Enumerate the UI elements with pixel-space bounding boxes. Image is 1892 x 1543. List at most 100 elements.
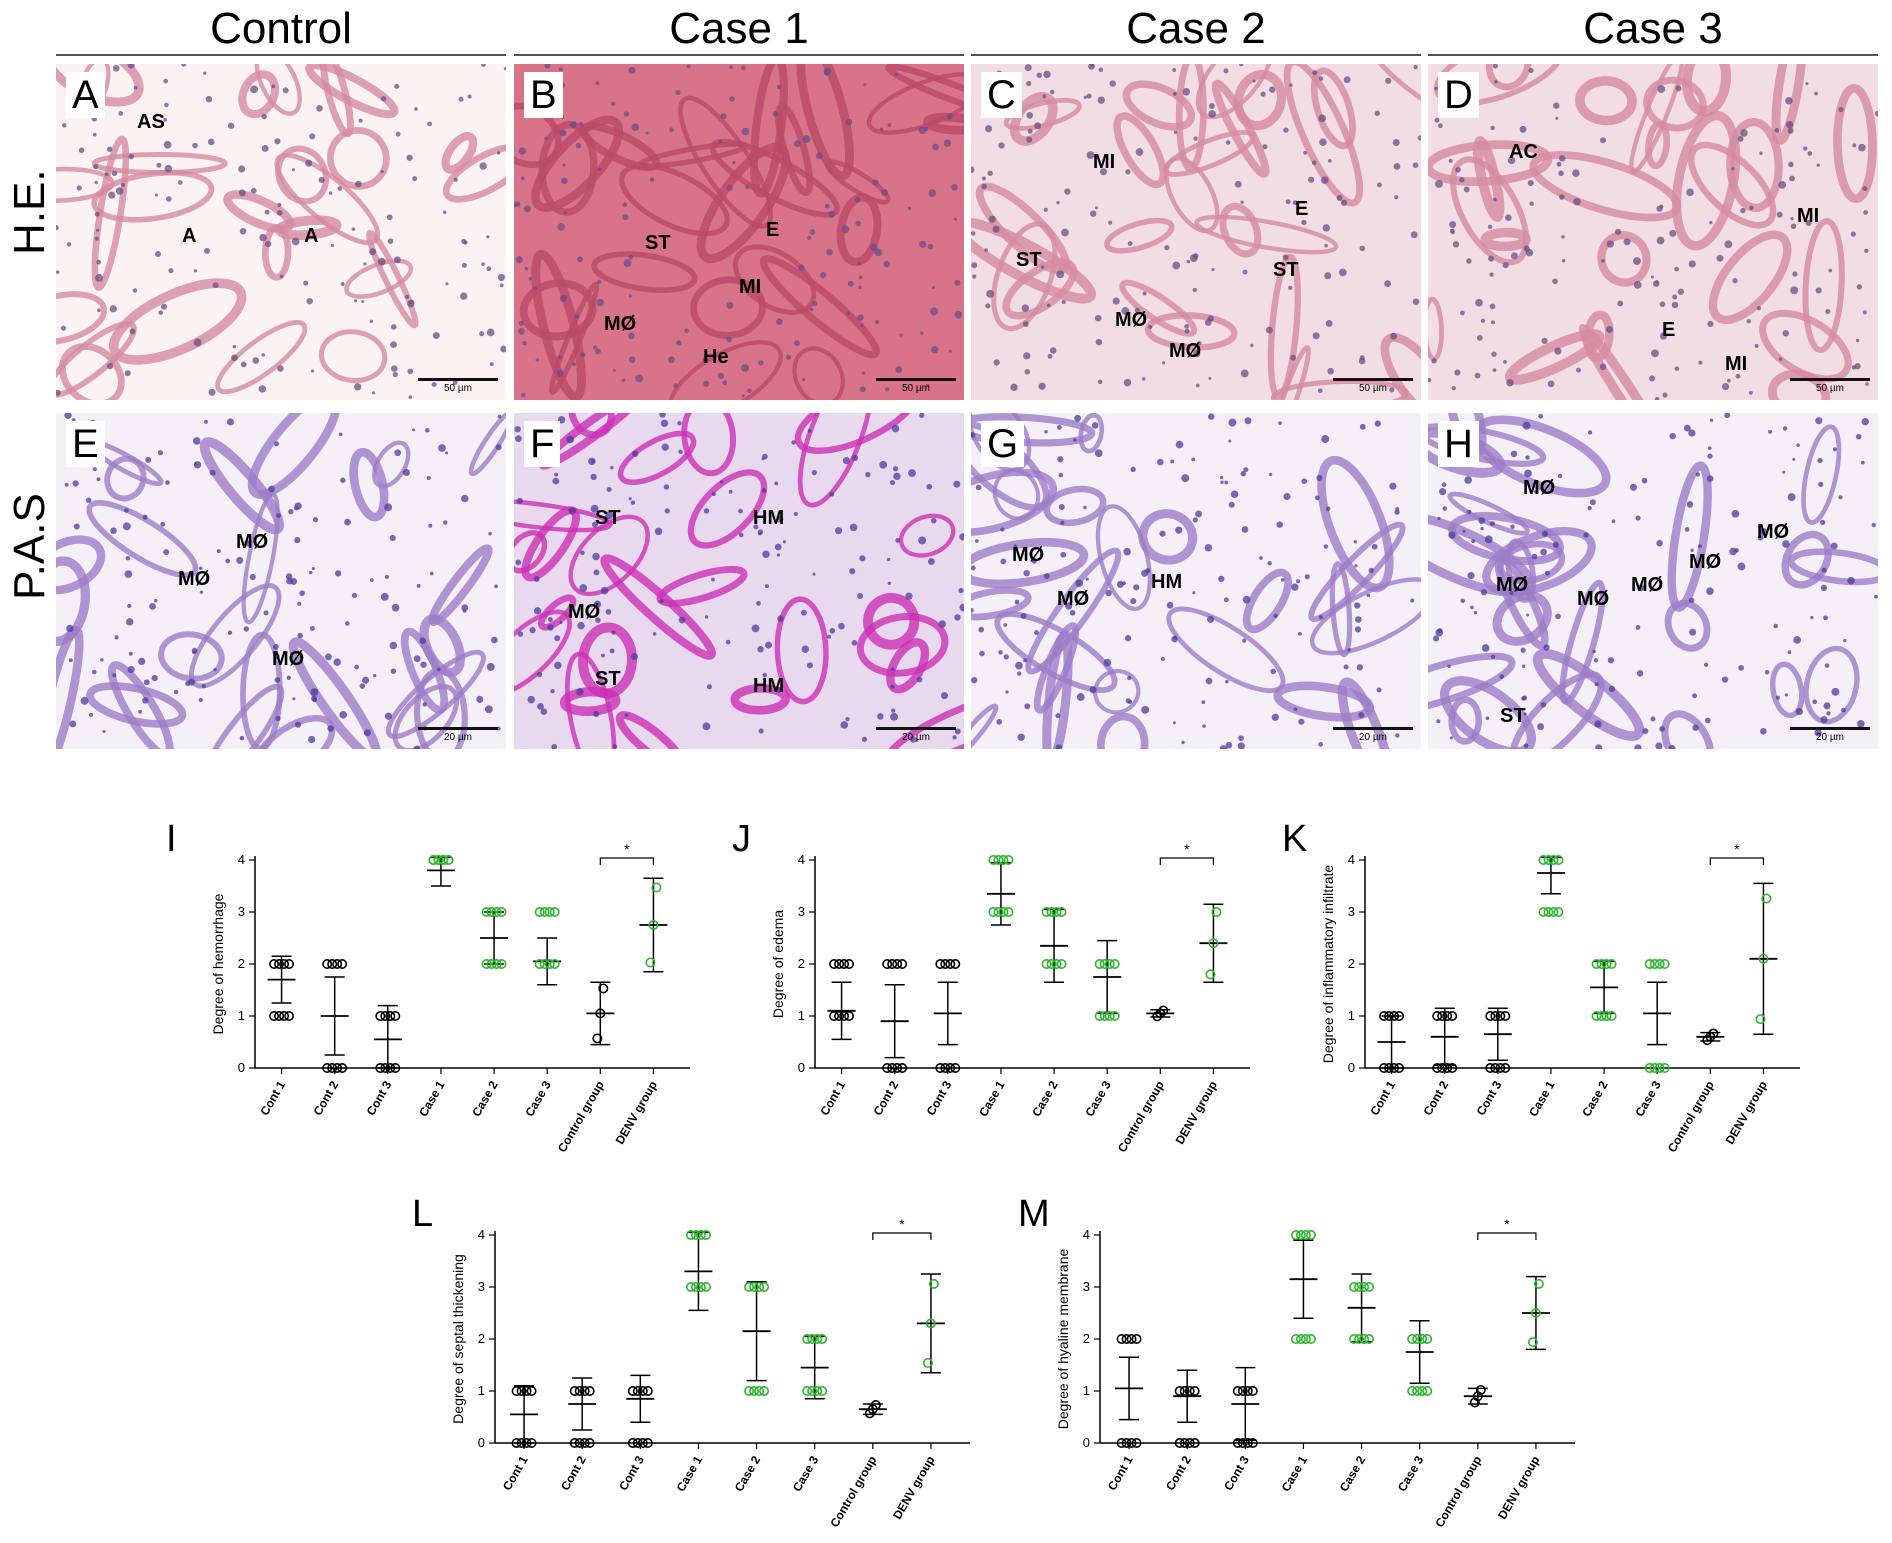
scale-bar-label: 20 µm [444,732,472,743]
data-point [940,959,951,970]
data-point [870,1400,881,1411]
data-point [1121,1438,1132,1449]
data-point [1601,959,1612,970]
x-tick-label: Control group [555,1079,607,1155]
data-point [1295,1334,1306,1345]
data-point [1242,1438,1253,1449]
data-point [385,1011,396,1022]
data-point [925,1318,936,1329]
data-point [695,1282,706,1293]
chart-l: 0 1 2 3 4 Degree of septal thickening Cont 1 Co… [450,1216,970,1530]
data-point [749,1386,760,1397]
data-point [1364,1334,1375,1345]
x-tick-label: Cont 2 [1163,1453,1194,1493]
data-point [700,1282,711,1293]
data-point [817,1334,828,1345]
data-point [1654,959,1665,970]
data-point [385,1063,396,1074]
x-tick-label: Case 3 [1082,1078,1114,1119]
data-point [1364,1282,1375,1293]
x-tick-label: Cont 1 [1105,1453,1136,1493]
y-tick-label: 3 [1083,1279,1090,1294]
data-point [1417,1334,1428,1345]
scale-bar: 20 µm [876,727,956,743]
x-tick-label: Case 2 [1337,1453,1369,1494]
data-point [993,854,1004,865]
data-point [1056,959,1067,970]
x-tick-label: Cont 2 [310,1078,341,1118]
chart-j: 0 1 2 3 4 Degree of edema Cont 1 Cont 2 Cont 3 Ca… [770,841,1250,1155]
significance-star: * [1184,841,1190,857]
data-point [1094,959,1105,970]
data-point [539,907,550,918]
data-point [322,1063,333,1074]
data-point [491,907,502,918]
data-point [1290,1334,1301,1345]
data-point [584,1386,595,1397]
data-point [1432,1063,1443,1074]
data-point [1152,1011,1163,1022]
data-point [1237,1438,1248,1449]
data-point [1708,1028,1719,1039]
data-point [1527,1337,1538,1348]
panel-annotation: MØ [1757,521,1790,543]
data-point [1056,907,1067,918]
micrograph-image [514,64,964,400]
data-point [642,1386,653,1397]
data-point [1290,1229,1301,1240]
data-point [642,1438,653,1449]
scale-bar-label: 50 µm [902,383,930,394]
data-point [1247,1438,1258,1449]
data-point [337,1063,348,1074]
data-point [1654,1063,1665,1074]
panel-annotation: E [1662,319,1676,341]
data-point [569,1438,580,1449]
micrograph-panel-b: B E ST MI MØ He 50 µm [514,64,964,400]
data-point [1131,1334,1142,1345]
x-tick-label: Control group [1665,1079,1717,1155]
panel-label: A [66,72,105,118]
column-divider [971,54,1421,56]
data-point [1126,1334,1137,1345]
data-point [897,1063,908,1074]
data-point [274,1011,285,1022]
data-point [579,1386,590,1397]
column-header-case-3: Case 3 [1583,4,1723,53]
micrograph-image [1428,64,1878,400]
data-point [1041,907,1052,918]
data-point [1349,1334,1360,1345]
significance-star: * [899,1216,905,1232]
data-point [1051,907,1062,918]
data-point [574,1438,585,1449]
data-point [1384,1063,1395,1074]
x-tick-label: DENV group [1495,1454,1542,1522]
data-point [481,959,492,970]
significance-bracket [872,1232,932,1240]
x-tick-label: Cont 2 [1420,1078,1451,1118]
y-tick-label: 0 [478,1435,485,1450]
column-divider [56,54,506,56]
y-tick-label: 3 [478,1279,485,1294]
data-point [1442,1063,1453,1074]
panel-label: B [524,72,563,118]
data-point [1099,1011,1110,1022]
data-point [648,920,659,931]
data-point [1596,959,1607,970]
data-point [945,1063,956,1074]
data-point [327,1063,338,1074]
data-point [1354,1282,1365,1293]
x-tick-label: Case 3 [1395,1453,1427,1494]
data-point [1553,854,1564,865]
data-point [882,1063,893,1074]
data-point [380,1063,391,1074]
panel-annotation: MØ [1577,588,1610,610]
y-tick-label: 0 [238,1060,245,1075]
chart-label-j: J [732,818,751,860]
data-point [595,1008,606,1019]
y-tick-label: 3 [1348,904,1355,919]
y-tick-label: 4 [1083,1227,1090,1242]
micrograph-image [514,413,964,749]
panel-label: H [1438,421,1479,467]
data-point [1184,1438,1195,1449]
data-point [1116,1438,1127,1449]
